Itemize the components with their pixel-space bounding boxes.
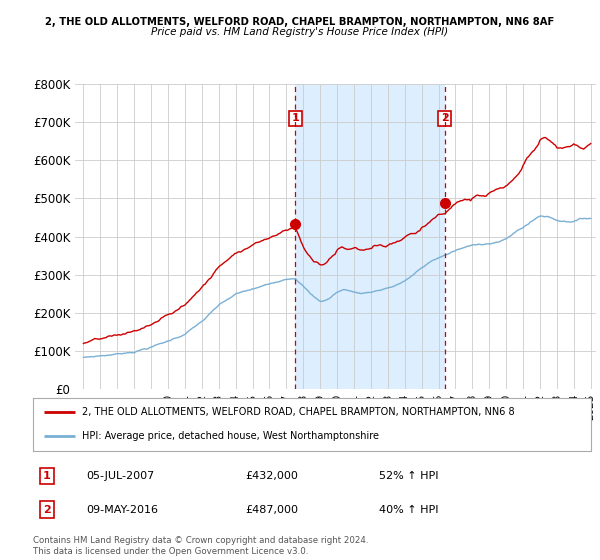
Text: 09-MAY-2016: 09-MAY-2016	[86, 505, 158, 515]
Text: 05-JUL-2007: 05-JUL-2007	[86, 471, 154, 481]
Text: HPI: Average price, detached house, West Northamptonshire: HPI: Average price, detached house, West…	[82, 431, 379, 441]
Text: £487,000: £487,000	[245, 505, 298, 515]
Bar	[295, 84, 445, 389]
Text: 52% ↑ HPI: 52% ↑ HPI	[379, 471, 439, 481]
Text: 2: 2	[43, 505, 51, 515]
Text: 2, THE OLD ALLOTMENTS, WELFORD ROAD, CHAPEL BRAMPTON, NORTHAMPTON, NN6 8: 2, THE OLD ALLOTMENTS, WELFORD ROAD, CHA…	[82, 407, 515, 417]
Text: Contains HM Land Registry data © Crown copyright and database right 2024.
This d: Contains HM Land Registry data © Crown c…	[33, 536, 368, 556]
Text: Price paid vs. HM Land Registry's House Price Index (HPI): Price paid vs. HM Land Registry's House …	[151, 27, 449, 37]
Text: 1: 1	[292, 113, 299, 123]
Text: 2, THE OLD ALLOTMENTS, WELFORD ROAD, CHAPEL BRAMPTON, NORTHAMPTON, NN6 8AF: 2, THE OLD ALLOTMENTS, WELFORD ROAD, CHA…	[46, 17, 554, 27]
Text: 1: 1	[43, 471, 51, 481]
Text: £432,000: £432,000	[245, 471, 298, 481]
Text: 40% ↑ HPI: 40% ↑ HPI	[379, 505, 439, 515]
Text: 2: 2	[441, 113, 449, 123]
